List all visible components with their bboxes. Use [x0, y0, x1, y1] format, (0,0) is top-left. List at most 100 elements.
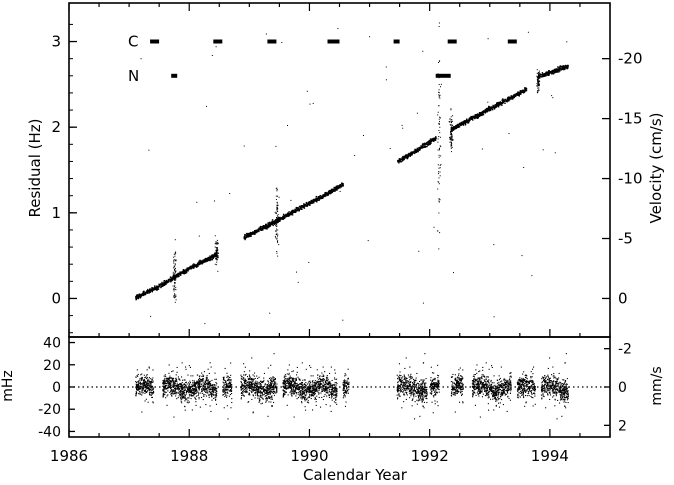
data-point: [142, 392, 144, 394]
data-point: [154, 285, 156, 287]
data-point: [184, 271, 186, 273]
data-point: [170, 387, 172, 389]
data-point: [459, 122, 462, 124]
data-point: [240, 397, 242, 399]
data-point: [184, 409, 186, 411]
data-point: [482, 111, 484, 113]
data-point: [179, 383, 181, 385]
data-point: [202, 379, 204, 381]
data-point: [508, 133, 510, 134]
data-point: [143, 294, 145, 297]
data-point: [555, 71, 558, 73]
data-point: [161, 285, 163, 287]
data-point: [491, 106, 493, 108]
data-point: [276, 207, 278, 209]
data-point: [174, 277, 177, 279]
data-point: [174, 273, 176, 275]
data-point: [331, 394, 333, 396]
data-point: [214, 395, 216, 397]
data-point: [241, 383, 243, 385]
data-point: [210, 366, 212, 368]
data-point: [170, 393, 172, 395]
data-point: [223, 393, 225, 395]
data-point: [178, 384, 180, 386]
data-point: [141, 394, 143, 396]
data-point: [194, 384, 196, 386]
data-point: [407, 156, 409, 158]
data-point: [175, 386, 177, 388]
data-point: [474, 115, 476, 117]
data-point: [563, 65, 565, 68]
data-point: [271, 395, 273, 397]
data-point: [270, 380, 272, 382]
data-point: [476, 114, 478, 116]
data-point: [209, 381, 211, 383]
data-point: [273, 221, 275, 223]
data-point: [339, 185, 342, 187]
data-point: [294, 390, 296, 392]
data-point: [553, 68, 555, 71]
data-point: [290, 199, 292, 201]
data-point: [243, 391, 245, 393]
data-point: [552, 73, 555, 75]
data-point: [508, 96, 510, 98]
data-point: [485, 109, 488, 112]
data-point: [278, 219, 280, 221]
data-point: [207, 368, 209, 370]
data-point: [295, 210, 298, 212]
data-point: [171, 371, 173, 373]
data-point: [226, 405, 228, 407]
data-point: [172, 393, 174, 395]
data-point: [276, 202, 278, 204]
data-point: [216, 251, 218, 253]
data-point: [328, 394, 330, 396]
data-point: [196, 262, 199, 264]
data-point: [309, 396, 311, 398]
data-point: [537, 79, 538, 81]
data-point: [276, 219, 278, 221]
data-point: [174, 277, 176, 279]
data-point: [516, 94, 518, 96]
data-point: [277, 235, 278, 237]
data-point: [169, 391, 171, 393]
data-point: [297, 207, 299, 209]
data-point: [471, 116, 473, 118]
data-point: [243, 384, 245, 386]
data-point: [249, 234, 251, 236]
data-point: [207, 392, 209, 394]
data-point: [209, 385, 211, 387]
data-point: [208, 390, 210, 392]
data-point: [183, 392, 185, 394]
data-point: [158, 284, 161, 287]
data-point: [254, 392, 256, 394]
data-point: [251, 232, 253, 234]
data-point: [291, 384, 293, 386]
data-point: [273, 383, 275, 385]
data-point: [560, 68, 563, 70]
data-point: [212, 384, 214, 386]
data-point: [268, 396, 270, 398]
data-point: [211, 386, 213, 388]
data-point: [203, 388, 205, 390]
data-point: [245, 381, 247, 383]
data-point: [542, 75, 545, 77]
data-point: [268, 223, 270, 225]
data-point: [143, 293, 145, 296]
data-point: [180, 271, 182, 274]
data-point: [180, 384, 182, 386]
data-point: [164, 378, 166, 380]
data-point: [297, 208, 299, 211]
data-point: [303, 392, 305, 394]
data-point: [538, 70, 540, 72]
data-point: [187, 388, 189, 390]
data-point: [242, 393, 244, 395]
data-point: [150, 315, 152, 317]
data-point: [241, 392, 243, 394]
data-point: [189, 385, 191, 387]
data-point: [181, 383, 183, 385]
data-point: [210, 259, 212, 261]
data-point: [269, 391, 271, 393]
data-point: [149, 391, 151, 393]
data-point: [181, 385, 183, 387]
data-point: [282, 383, 284, 385]
